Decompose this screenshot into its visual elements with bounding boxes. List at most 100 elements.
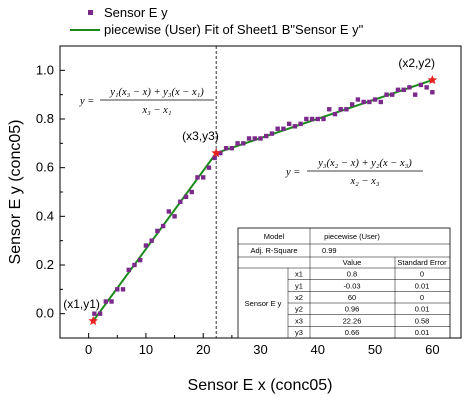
scatter-point	[160, 223, 166, 229]
scatter-point	[424, 85, 429, 90]
table-param-name: x1	[295, 270, 303, 279]
scatter-point	[178, 199, 183, 204]
table-param-error: 0.01	[415, 328, 430, 337]
scatter-point	[390, 92, 395, 97]
scatter-point	[355, 97, 361, 102]
scatter-point	[395, 87, 401, 92]
table-param-name: y2	[295, 305, 303, 314]
table-param-value: 0.96	[345, 305, 360, 314]
scatter-point	[430, 90, 435, 95]
scatter-point	[172, 214, 177, 219]
y-tick-label: 0.0	[36, 306, 54, 321]
x-tick-label: 30	[253, 342, 267, 357]
equation-right-lhs: y =	[285, 167, 300, 178]
table-param-error: 0.01	[415, 281, 430, 290]
breakpoint-label: (x1,y1)	[63, 297, 100, 311]
table-header-value: Value	[343, 258, 362, 267]
breakpoint-label: (x3,y3)	[182, 129, 219, 143]
table-value-adj-r-square: 0.99	[322, 246, 337, 255]
scatter-point	[166, 209, 172, 214]
scatter-point	[201, 175, 206, 180]
equation-right: y = y₃(x₂ − x) + y₂(x − x₃) x₂ − x₃	[285, 158, 423, 187]
equation-right-numerator: y₃(x₂ − x) + y₂(x − x₃)	[317, 158, 412, 169]
breakpoint-star	[427, 75, 438, 85]
x-tick-label: 0	[85, 342, 92, 357]
scatter-point	[218, 150, 223, 156]
x-tick-label: 10	[139, 342, 153, 357]
table-header-model: Model	[264, 232, 285, 241]
scatter-point	[223, 146, 229, 151]
scatter-point	[407, 85, 412, 90]
scatter-point	[195, 175, 200, 180]
scatter-point	[103, 299, 109, 304]
table-param-name: y1	[295, 281, 303, 290]
table-param-value: 60	[348, 293, 356, 302]
y-tick-label: 1.0	[36, 62, 54, 77]
legend-label-scatter: Sensor E y	[104, 5, 168, 20]
y-tick-label: 0.6	[36, 160, 54, 175]
scatter-point	[304, 116, 309, 122]
scatter-point	[120, 287, 126, 292]
scatter-point	[298, 121, 303, 127]
breakpoint-label: (x2,y2)	[398, 56, 435, 70]
scatter-point	[344, 107, 349, 112]
y-axis-title: Sensor E y (conc05)	[7, 120, 24, 265]
scatter-point	[229, 146, 235, 151]
equation-left: y = y₁(x₃ − x) + y₃(x − x₁) x₃ − x₁	[79, 87, 214, 116]
equation-left-numerator: y₁(x₃ − x) + y₃(x − x₁)	[109, 87, 204, 98]
scatter-point	[401, 87, 406, 92]
scatter-point	[206, 165, 212, 170]
scatter-point	[367, 99, 372, 105]
fit-results-table: Model piecewise (User) Adj. R-Square 0.9…	[237, 227, 451, 339]
scatter-point	[384, 92, 389, 97]
scatter-point	[241, 141, 246, 146]
scatter-point	[155, 228, 160, 234]
annotations: (x1,y1) (x3,y3) (x2,y2)	[63, 56, 435, 311]
equation-left-lhs: y =	[79, 96, 94, 107]
x-tick-label: 20	[196, 342, 210, 357]
table-param-error: 0	[420, 293, 424, 302]
scatter-point	[189, 189, 194, 195]
scatter-point	[338, 107, 343, 112]
scatter-point	[132, 262, 137, 268]
scatter-point	[269, 131, 275, 136]
table-header-standard-error: Standard Error	[397, 258, 447, 267]
table-header-model-name: piecewise (User)	[324, 232, 380, 241]
scatter-point	[372, 97, 378, 102]
scatter-point	[349, 102, 355, 107]
scatter-point	[332, 111, 338, 117]
table-param-rows: x1 0.8 0 y1 -0.03 0.01 x2 60 0 y2 0.96 0.01 x3 22.26 0…	[288, 270, 450, 337]
scatter-point	[97, 311, 103, 316]
scatter-point	[378, 99, 383, 105]
scatter-point	[183, 194, 189, 200]
scatter-point	[361, 99, 366, 105]
table-param-value: 0.8	[347, 270, 357, 279]
breakpoint-star	[211, 148, 221, 158]
scatter-point	[143, 243, 149, 248]
scatter-point	[412, 92, 418, 97]
scatter-point	[418, 82, 424, 88]
table-param-name: x2	[295, 293, 303, 302]
table-param-value: 0.66	[345, 328, 360, 337]
scatter-point	[292, 124, 298, 129]
scatter-point	[281, 126, 286, 131]
scatter-point	[309, 116, 315, 122]
table-param-error: 0	[420, 270, 424, 279]
table-label-adj-r-square: Adj. R-Square	[250, 246, 297, 255]
scatter-point	[246, 136, 252, 141]
scatter-point	[149, 238, 154, 243]
scatter-point	[235, 141, 240, 146]
table-param-value: -0.03	[343, 281, 360, 290]
y-tick-label: 0.4	[36, 208, 54, 223]
table-param-name: x3	[295, 316, 303, 325]
scatter-point	[258, 136, 263, 141]
x-tick-label: 60	[425, 342, 439, 357]
scatter-point	[275, 126, 280, 131]
scatter-point	[252, 136, 257, 141]
scatter-point	[126, 267, 131, 273]
y-tick-label: 0.2	[36, 257, 54, 272]
scatter-point	[315, 116, 320, 122]
breakpoint-star	[88, 315, 98, 326]
scatter-point	[138, 257, 143, 263]
